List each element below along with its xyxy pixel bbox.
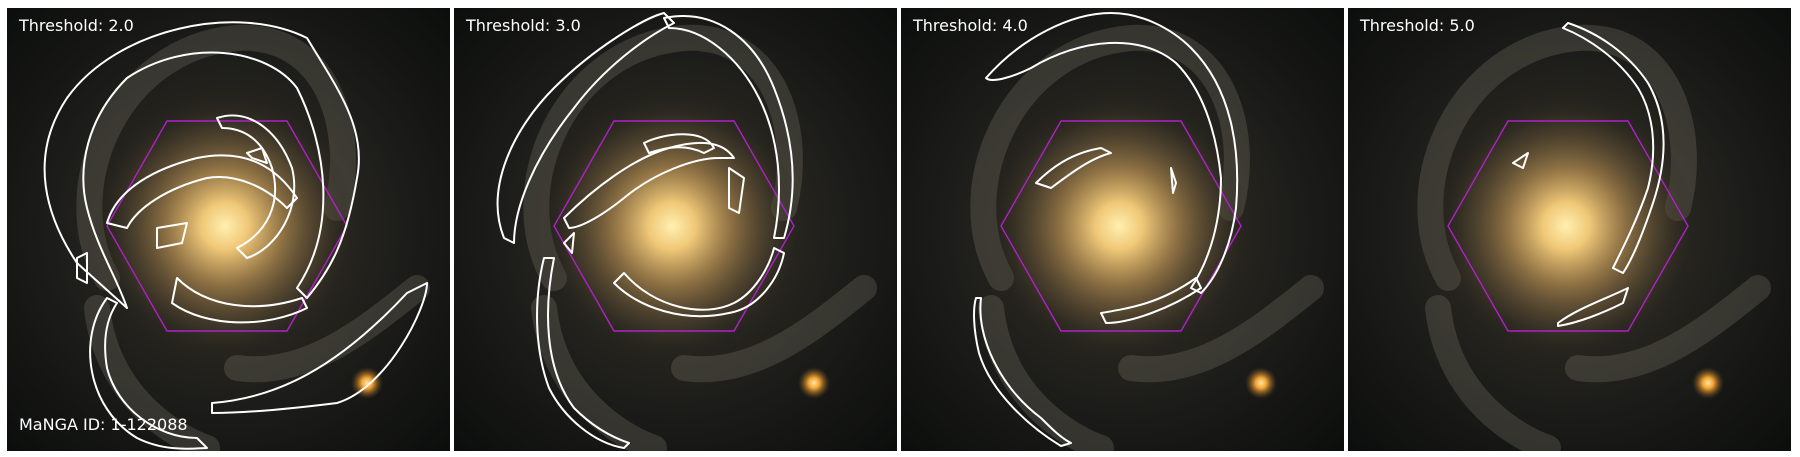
galaxy-image [454,8,897,451]
panel-threshold-4: Threshold: 4.0 [901,8,1344,451]
panel-threshold-3: Threshold: 3.0 [454,8,897,451]
threshold-label: Threshold: 4.0 [913,17,1028,35]
threshold-label: Threshold: 5.0 [1360,17,1475,35]
panel-threshold-5: Threshold: 5.0 [1348,8,1791,451]
galaxy-id-label: MaNGA ID: 1-122088 [19,416,188,434]
galaxy-image [901,8,1344,451]
threshold-label: Threshold: 3.0 [466,17,581,35]
threshold-label: Threshold: 2.0 [19,17,134,35]
panel-threshold-2: Threshold: 2.0 MaNGA ID: 1-122088 [7,8,450,451]
galaxy-image [1348,8,1791,451]
galaxy-image [7,8,450,451]
